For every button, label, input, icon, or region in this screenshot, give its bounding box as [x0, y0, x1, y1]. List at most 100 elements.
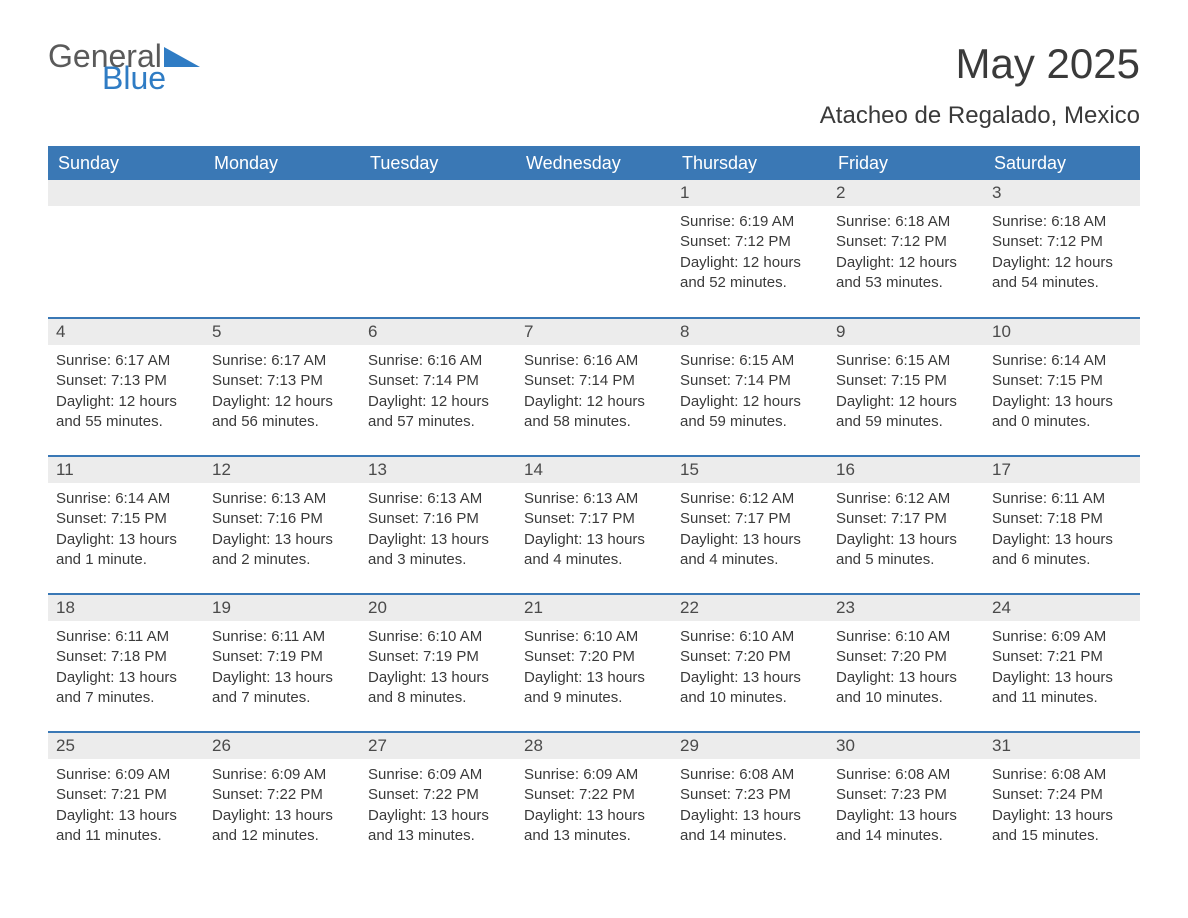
day-content: Sunrise: 6:14 AMSunset: 7:15 PMDaylight:… — [48, 483, 204, 576]
sunrise-text: Sunrise: 6:12 AM — [836, 489, 976, 509]
day-content: Sunrise: 6:16 AMSunset: 7:14 PMDaylight:… — [360, 345, 516, 438]
sunrise-text: Sunrise: 6:11 AM — [212, 627, 352, 647]
day-number-empty — [516, 180, 672, 206]
calendar-day-cell: 9Sunrise: 6:15 AMSunset: 7:15 PMDaylight… — [828, 318, 984, 456]
calendar-day-cell: 11Sunrise: 6:14 AMSunset: 7:15 PMDayligh… — [48, 456, 204, 594]
daylight-text: Daylight: 13 hours and 11 minutes. — [56, 806, 196, 847]
day-content: Sunrise: 6:09 AMSunset: 7:22 PMDaylight:… — [516, 759, 672, 852]
day-number: 24 — [984, 595, 1140, 621]
daylight-text: Daylight: 13 hours and 8 minutes. — [368, 668, 508, 709]
sunrise-text: Sunrise: 6:10 AM — [368, 627, 508, 647]
daylight-text: Daylight: 12 hours and 52 minutes. — [680, 253, 820, 294]
daylight-text: Daylight: 13 hours and 9 minutes. — [524, 668, 664, 709]
day-number: 9 — [828, 319, 984, 345]
sunrise-text: Sunrise: 6:08 AM — [680, 765, 820, 785]
sunrise-text: Sunrise: 6:09 AM — [56, 765, 196, 785]
sunset-text: Sunset: 7:12 PM — [680, 232, 820, 252]
weekday-header-row: Sunday Monday Tuesday Wednesday Thursday… — [48, 146, 1140, 180]
calendar-day-cell: 15Sunrise: 6:12 AMSunset: 7:17 PMDayligh… — [672, 456, 828, 594]
brand-part2: Blue — [102, 62, 200, 94]
day-content: Sunrise: 6:17 AMSunset: 7:13 PMDaylight:… — [48, 345, 204, 438]
calendar-day-cell — [360, 180, 516, 318]
sunrise-text: Sunrise: 6:09 AM — [992, 627, 1132, 647]
sunrise-text: Sunrise: 6:11 AM — [992, 489, 1132, 509]
calendar-day-cell: 8Sunrise: 6:15 AMSunset: 7:14 PMDaylight… — [672, 318, 828, 456]
day-content: Sunrise: 6:10 AMSunset: 7:19 PMDaylight:… — [360, 621, 516, 714]
day-content: Sunrise: 6:18 AMSunset: 7:12 PMDaylight:… — [828, 206, 984, 299]
day-number: 15 — [672, 457, 828, 483]
day-content: Sunrise: 6:08 AMSunset: 7:23 PMDaylight:… — [828, 759, 984, 852]
page-title: May 2025 — [820, 40, 1140, 88]
day-number: 21 — [516, 595, 672, 621]
daylight-text: Daylight: 13 hours and 14 minutes. — [680, 806, 820, 847]
sunset-text: Sunset: 7:14 PM — [368, 371, 508, 391]
daylight-text: Daylight: 12 hours and 57 minutes. — [368, 392, 508, 433]
sunset-text: Sunset: 7:20 PM — [680, 647, 820, 667]
sunset-text: Sunset: 7:12 PM — [836, 232, 976, 252]
weekday-header: Sunday — [48, 146, 204, 180]
day-content: Sunrise: 6:11 AMSunset: 7:19 PMDaylight:… — [204, 621, 360, 714]
day-content: Sunrise: 6:15 AMSunset: 7:15 PMDaylight:… — [828, 345, 984, 438]
daylight-text: Daylight: 12 hours and 55 minutes. — [56, 392, 196, 433]
sunrise-text: Sunrise: 6:16 AM — [368, 351, 508, 371]
daylight-text: Daylight: 13 hours and 0 minutes. — [992, 392, 1132, 433]
sunset-text: Sunset: 7:16 PM — [212, 509, 352, 529]
sunrise-text: Sunrise: 6:13 AM — [524, 489, 664, 509]
sunrise-text: Sunrise: 6:09 AM — [368, 765, 508, 785]
sunset-text: Sunset: 7:20 PM — [836, 647, 976, 667]
page-subtitle: Atacheo de Regalado, Mexico — [820, 102, 1140, 130]
sunset-text: Sunset: 7:12 PM — [992, 232, 1132, 252]
weekday-header: Friday — [828, 146, 984, 180]
daylight-text: Daylight: 13 hours and 13 minutes. — [524, 806, 664, 847]
daylight-text: Daylight: 12 hours and 58 minutes. — [524, 392, 664, 433]
day-content: Sunrise: 6:19 AMSunset: 7:12 PMDaylight:… — [672, 206, 828, 299]
calendar-day-cell — [516, 180, 672, 318]
daylight-text: Daylight: 13 hours and 12 minutes. — [212, 806, 352, 847]
sunset-text: Sunset: 7:20 PM — [524, 647, 664, 667]
calendar-week-row: 18Sunrise: 6:11 AMSunset: 7:18 PMDayligh… — [48, 594, 1140, 732]
day-number: 18 — [48, 595, 204, 621]
calendar-day-cell: 18Sunrise: 6:11 AMSunset: 7:18 PMDayligh… — [48, 594, 204, 732]
sunset-text: Sunset: 7:13 PM — [56, 371, 196, 391]
sunrise-text: Sunrise: 6:08 AM — [836, 765, 976, 785]
sunset-text: Sunset: 7:16 PM — [368, 509, 508, 529]
daylight-text: Daylight: 13 hours and 14 minutes. — [836, 806, 976, 847]
sunset-text: Sunset: 7:23 PM — [680, 785, 820, 805]
calendar-day-cell: 4Sunrise: 6:17 AMSunset: 7:13 PMDaylight… — [48, 318, 204, 456]
day-content: Sunrise: 6:18 AMSunset: 7:12 PMDaylight:… — [984, 206, 1140, 299]
calendar-day-cell: 31Sunrise: 6:08 AMSunset: 7:24 PMDayligh… — [984, 732, 1140, 870]
day-content: Sunrise: 6:12 AMSunset: 7:17 PMDaylight:… — [672, 483, 828, 576]
day-number: 1 — [672, 180, 828, 206]
title-block: May 2025 Atacheo de Regalado, Mexico — [820, 40, 1140, 130]
daylight-text: Daylight: 13 hours and 2 minutes. — [212, 530, 352, 571]
weekday-header: Saturday — [984, 146, 1140, 180]
daylight-text: Daylight: 12 hours and 53 minutes. — [836, 253, 976, 294]
day-content: Sunrise: 6:10 AMSunset: 7:20 PMDaylight:… — [828, 621, 984, 714]
calendar-day-cell: 22Sunrise: 6:10 AMSunset: 7:20 PMDayligh… — [672, 594, 828, 732]
calendar-day-cell: 24Sunrise: 6:09 AMSunset: 7:21 PMDayligh… — [984, 594, 1140, 732]
day-number-empty — [204, 180, 360, 206]
day-content: Sunrise: 6:08 AMSunset: 7:23 PMDaylight:… — [672, 759, 828, 852]
sunset-text: Sunset: 7:13 PM — [212, 371, 352, 391]
sunset-text: Sunset: 7:14 PM — [680, 371, 820, 391]
calendar-day-cell: 23Sunrise: 6:10 AMSunset: 7:20 PMDayligh… — [828, 594, 984, 732]
calendar-day-cell: 16Sunrise: 6:12 AMSunset: 7:17 PMDayligh… — [828, 456, 984, 594]
day-number-empty — [48, 180, 204, 206]
weekday-header: Wednesday — [516, 146, 672, 180]
day-number: 5 — [204, 319, 360, 345]
sunset-text: Sunset: 7:21 PM — [992, 647, 1132, 667]
sunset-text: Sunset: 7:17 PM — [680, 509, 820, 529]
sunrise-text: Sunrise: 6:10 AM — [836, 627, 976, 647]
day-number: 14 — [516, 457, 672, 483]
calendar-day-cell: 20Sunrise: 6:10 AMSunset: 7:19 PMDayligh… — [360, 594, 516, 732]
sunset-text: Sunset: 7:15 PM — [56, 509, 196, 529]
daylight-text: Daylight: 12 hours and 54 minutes. — [992, 253, 1132, 294]
day-number: 19 — [204, 595, 360, 621]
day-number-empty — [360, 180, 516, 206]
calendar-week-row: 25Sunrise: 6:09 AMSunset: 7:21 PMDayligh… — [48, 732, 1140, 870]
daylight-text: Daylight: 13 hours and 4 minutes. — [524, 530, 664, 571]
calendar-day-cell: 21Sunrise: 6:10 AMSunset: 7:20 PMDayligh… — [516, 594, 672, 732]
sunrise-text: Sunrise: 6:18 AM — [992, 212, 1132, 232]
brand-logo: General Blue — [48, 40, 200, 94]
weekday-header: Tuesday — [360, 146, 516, 180]
